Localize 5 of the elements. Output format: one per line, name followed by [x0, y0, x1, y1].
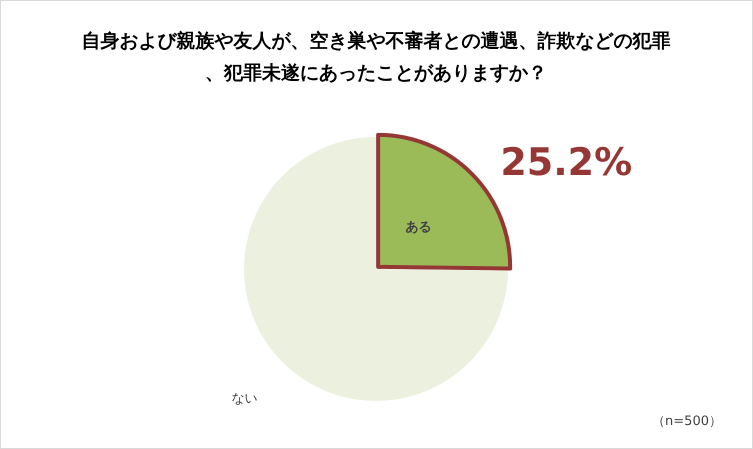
- text: （n=500）: [652, 414, 722, 429]
- slice-label: ある: [405, 220, 432, 235]
- data-label: 25.2%: [500, 140, 632, 184]
- slice-label: ない: [232, 391, 258, 406]
- chart-title: 自身および親族や友人が、空き巣や不審者との遭遇、詐欺などの犯罪、犯罪未遂にあったことがありますか？: [82, 30, 670, 84]
